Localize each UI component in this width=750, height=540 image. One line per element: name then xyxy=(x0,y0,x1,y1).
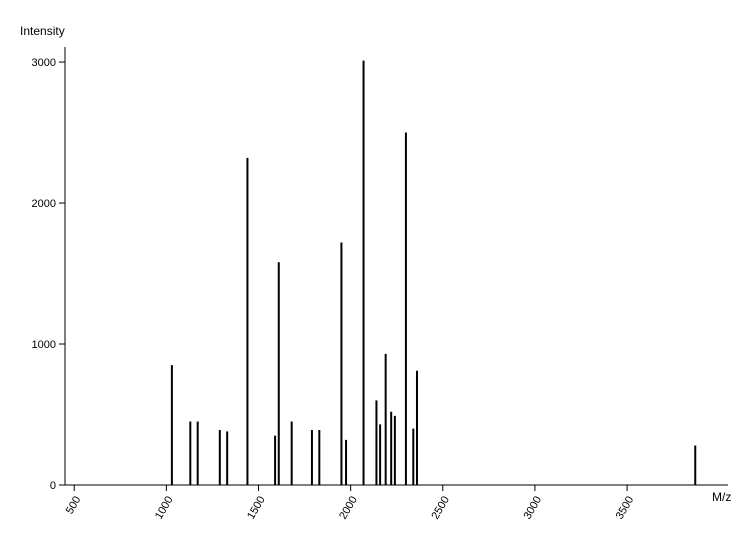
svg-text:0: 0 xyxy=(50,480,56,492)
svg-text:1000: 1000 xyxy=(32,339,56,351)
svg-text:Intensity: Intensity xyxy=(20,24,65,38)
spectrum-chart: 5001000150020002500300035000100020003000… xyxy=(0,0,750,540)
svg-text:2000: 2000 xyxy=(32,198,56,210)
svg-text:M/z: M/z xyxy=(712,490,731,504)
svg-text:3000: 3000 xyxy=(32,57,56,69)
chart-svg: 5001000150020002500300035000100020003000… xyxy=(0,0,750,540)
